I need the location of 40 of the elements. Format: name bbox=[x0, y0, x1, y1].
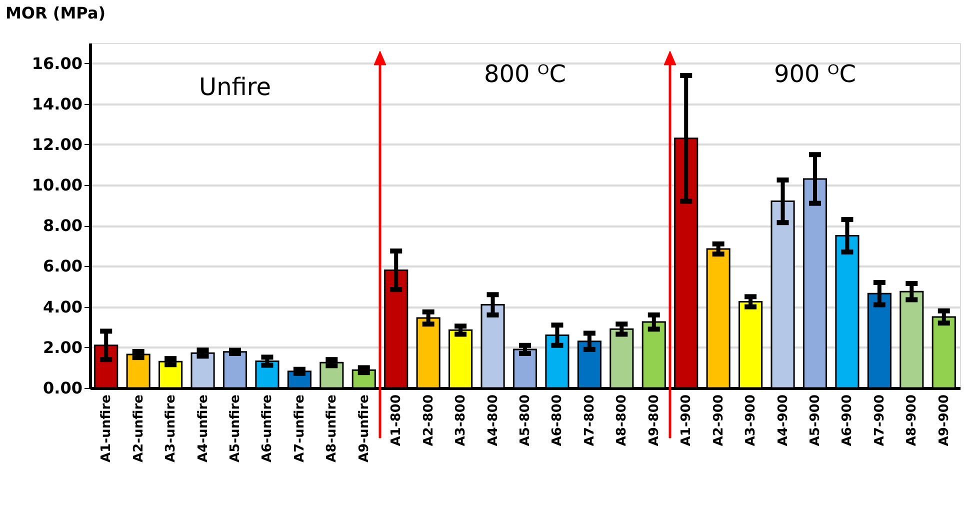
x-tick-label: A5-800 bbox=[518, 394, 533, 446]
x-tick-label: A9-800 bbox=[646, 394, 662, 446]
y-tick-label: 0.00 bbox=[43, 378, 82, 398]
x-tick-label: A1-800 bbox=[389, 394, 404, 446]
y-tick-label: 2.00 bbox=[43, 338, 82, 357]
x-tick-label: A6-unfire bbox=[260, 394, 276, 462]
x-tick-label: A3-unfire bbox=[164, 394, 179, 462]
x-tick-label: A3-800 bbox=[454, 394, 469, 446]
x-tick-label: A7-unfire bbox=[292, 394, 308, 462]
x-tick-label: A4-800 bbox=[486, 394, 501, 446]
x-tick-label: A1-900 bbox=[679, 394, 694, 446]
x-tick-label: A9-unfire bbox=[356, 394, 372, 462]
y-tick-label: 14.00 bbox=[32, 94, 82, 114]
y-tick-label: 8.00 bbox=[43, 216, 82, 236]
x-tick-label: A2-900 bbox=[711, 394, 726, 446]
annotation: 800 ᴼC bbox=[484, 60, 566, 88]
annotation: Unfire bbox=[199, 73, 271, 101]
x-tick-label: A2-unfire bbox=[131, 394, 146, 462]
annotation: 900 ᴼC bbox=[774, 60, 856, 88]
x-tick-label: A4-unfire bbox=[196, 394, 211, 462]
x-tick-label: A2-800 bbox=[421, 394, 436, 446]
x-tick-label: A7-800 bbox=[582, 394, 598, 446]
x-tick-label: A6-800 bbox=[550, 394, 566, 446]
y-tick-label: 12.00 bbox=[32, 134, 82, 154]
y-tick-label: 10.00 bbox=[32, 176, 82, 195]
y-axis-title: MOR (MPa) bbox=[6, 4, 106, 22]
x-tick-label: A8-800 bbox=[614, 394, 630, 446]
x-tick-label: A5-900 bbox=[808, 394, 823, 446]
x-tick-label: A6-900 bbox=[840, 394, 856, 446]
x-tick-label: A9-900 bbox=[936, 394, 952, 446]
y-tick-label: 4.00 bbox=[43, 297, 82, 316]
y-tick-label: 6.00 bbox=[43, 256, 82, 276]
x-tick-label: A8-900 bbox=[904, 394, 920, 446]
x-tick-label: A8-unfire bbox=[324, 394, 340, 462]
x-tick-label: A1-unfire bbox=[99, 394, 114, 462]
x-tick-label: A4-900 bbox=[776, 394, 791, 446]
x-tick-label: A5-unfire bbox=[228, 394, 243, 462]
y-tick-label: 16.00 bbox=[32, 54, 82, 73]
x-tick-label: A7-900 bbox=[872, 394, 888, 446]
x-tick-label: A3-900 bbox=[744, 394, 759, 446]
